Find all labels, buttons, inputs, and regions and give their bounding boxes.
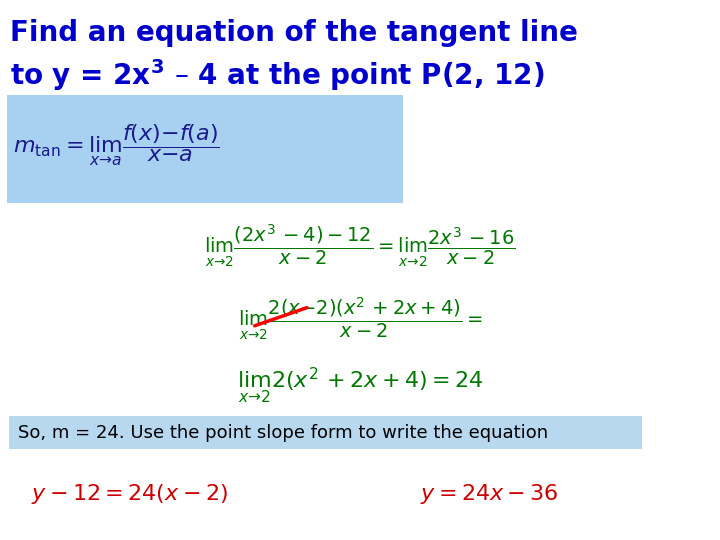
Text: Find an equation of the tangent line: Find an equation of the tangent line	[10, 19, 578, 47]
Text: $\lim_{x\to 2}\dfrac{2(x-2)(x^2+2x+4)}{x-2} =$: $\lim_{x\to 2}\dfrac{2(x-2)(x^2+2x+4)}{x…	[238, 295, 482, 342]
FancyBboxPatch shape	[9, 416, 642, 449]
Text: So, m = 24. Use the point slope form to write the equation: So, m = 24. Use the point slope form to …	[18, 423, 548, 442]
Text: $y=24x-36$: $y=24x-36$	[420, 482, 559, 506]
FancyBboxPatch shape	[7, 94, 403, 202]
Text: $m_{\mathrm{tan}} = \lim_{x\to a}\dfrac{f(x)-f(a)}{x-a}$: $m_{\mathrm{tan}} = \lim_{x\to a}\dfrac{…	[13, 123, 220, 168]
Text: $y-12=24(x-2)$: $y-12=24(x-2)$	[31, 482, 228, 506]
Text: $\lim_{x\to 2}\dfrac{(2x^3-4)-12}{x-2} = \lim_{x\to 2}\dfrac{2x^3-16}{x-2}$: $\lim_{x\to 2}\dfrac{(2x^3-4)-12}{x-2} =…	[204, 222, 516, 269]
Text: to y = 2x$^{\mathbf{3}}$ – 4 at the point P(2, 12): to y = 2x$^{\mathbf{3}}$ – 4 at the poin…	[10, 57, 544, 92]
Text: $\lim_{x\to 2} 2(x^2+2x+4) = 24$: $\lim_{x\to 2} 2(x^2+2x+4) = 24$	[237, 366, 483, 407]
